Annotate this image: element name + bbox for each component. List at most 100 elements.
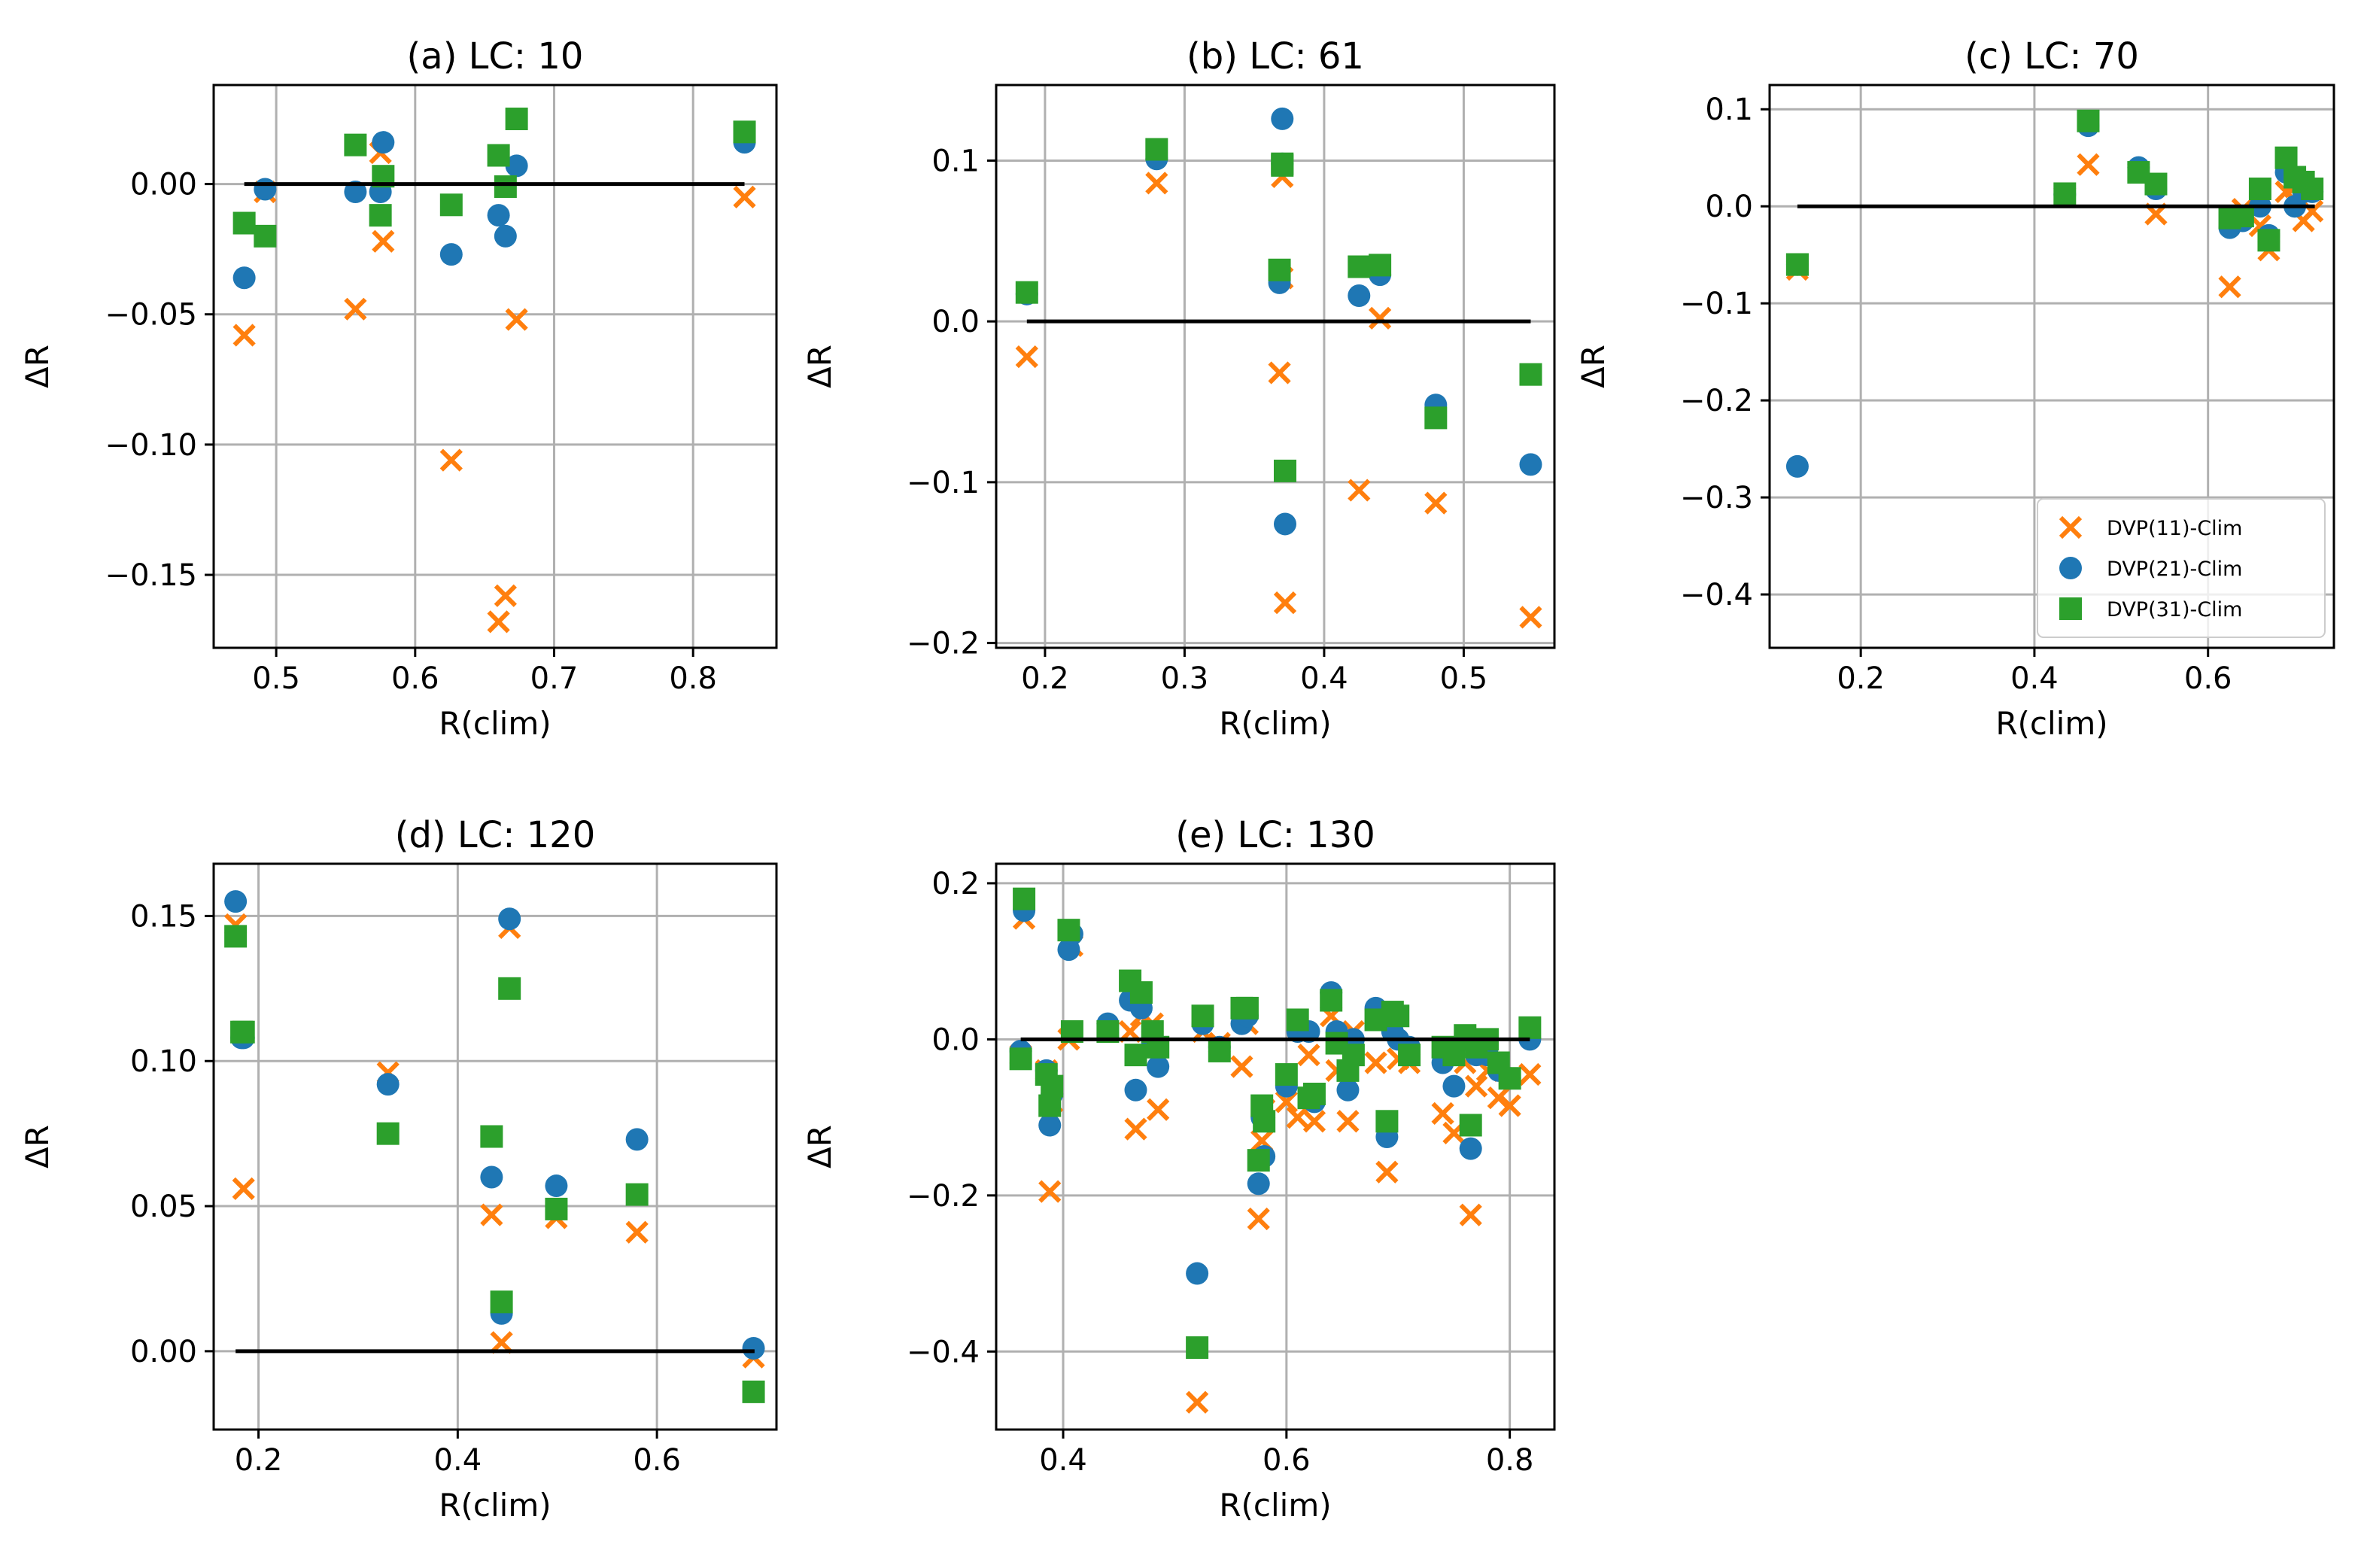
data-point-circle bbox=[1348, 284, 1371, 307]
y-axis-label: ΔR bbox=[801, 1125, 838, 1168]
data-point-x bbox=[1268, 361, 1291, 384]
x-tick-label: 0.3 bbox=[1161, 661, 1209, 696]
y-tick-label: 0.0 bbox=[931, 1023, 980, 1057]
x-tick-label: 0.6 bbox=[633, 1443, 681, 1478]
data-point-x bbox=[1247, 1207, 1270, 1231]
data-point-square bbox=[1208, 1039, 1231, 1062]
data-point-circle bbox=[224, 890, 248, 913]
data-point-square bbox=[232, 1020, 255, 1044]
data-point-circle bbox=[1785, 454, 1809, 478]
data-point-circle bbox=[1186, 1262, 1209, 1285]
x-tick-label: 0.4 bbox=[2010, 661, 2059, 696]
data-point-square bbox=[1348, 255, 1371, 278]
data-point-circle bbox=[1442, 1074, 1466, 1098]
data-point-x bbox=[625, 1220, 649, 1244]
subplot-title: (d) LC: 120 bbox=[395, 814, 595, 856]
data-point-square bbox=[1785, 253, 1809, 276]
y-tick-label: 0.0 bbox=[931, 305, 980, 339]
subplot-d: 0.2 0.4 0.6 0.00 0.05 0.10 0.15 (d) LC: 120 R(cl… bbox=[19, 814, 778, 1524]
y-tick-label: −0.4 bbox=[907, 1335, 980, 1369]
subplot-b: 0.2 0.3 0.4 0.5 −0.2 −0.1 0.0 0.1 (b) LC: 61 R(cl… bbox=[801, 35, 1556, 742]
data-point-square bbox=[1191, 1004, 1214, 1028]
x-tick-label: 0.4 bbox=[1039, 1443, 1087, 1478]
data-point-square bbox=[2231, 205, 2254, 228]
data-point-x bbox=[232, 324, 256, 347]
y-tick-label: −0.2 bbox=[907, 627, 980, 661]
legend-box bbox=[2037, 498, 2326, 638]
data-point-square bbox=[1498, 1067, 1521, 1090]
x-tick-label: 0.2 bbox=[235, 1443, 283, 1478]
data-point-square bbox=[1038, 1094, 1062, 1117]
subplot-title: (a) LC: 10 bbox=[407, 35, 584, 77]
data-point-circle bbox=[1147, 1055, 1170, 1078]
axes-frame bbox=[995, 862, 1556, 1431]
data-point-square bbox=[1273, 459, 1296, 482]
data-point-square bbox=[2274, 146, 2298, 169]
data-point-x bbox=[1487, 1086, 1510, 1110]
y-tick-label: 0.00 bbox=[130, 1335, 197, 1369]
x-axis-label: R(clim) bbox=[439, 1487, 551, 1524]
data-point-square bbox=[369, 204, 392, 227]
data-point-square bbox=[254, 224, 277, 248]
y-tick-label: −0.3 bbox=[1680, 481, 1753, 515]
data-point-x bbox=[1431, 1102, 1454, 1126]
data-point-square bbox=[1271, 153, 1294, 177]
y-tick-label: −0.1 bbox=[1680, 287, 1753, 321]
x-axis-label: R(clim) bbox=[1995, 705, 2107, 742]
x-tick-label: 0.6 bbox=[2184, 661, 2232, 696]
data-point-square bbox=[1375, 1110, 1399, 1133]
data-point-circle bbox=[1459, 1137, 1482, 1160]
data-point-x bbox=[494, 584, 517, 607]
data-point-x bbox=[1015, 345, 1038, 369]
data-point-x bbox=[490, 1331, 513, 1354]
data-point-square bbox=[1057, 919, 1080, 942]
data-point-circle bbox=[625, 1128, 649, 1151]
legend-marker-square bbox=[2059, 597, 2082, 620]
data-point-square bbox=[1124, 1044, 1147, 1067]
x-tick-label: 0.4 bbox=[1300, 661, 1348, 696]
data-point-square bbox=[232, 211, 256, 235]
data-point-circle bbox=[498, 907, 521, 931]
data-point-x bbox=[480, 1203, 503, 1226]
x-tick-label: 0.6 bbox=[391, 661, 439, 696]
data-point-x bbox=[1124, 1117, 1147, 1141]
data-point-square bbox=[1009, 1047, 1032, 1071]
axes-frame bbox=[212, 84, 778, 649]
y-tick-label: 0.1 bbox=[1705, 93, 1753, 127]
data-point-circle bbox=[232, 266, 256, 290]
data-point-x bbox=[1185, 1390, 1209, 1414]
data-point-square bbox=[1268, 258, 1291, 281]
data-point-x bbox=[1375, 1160, 1399, 1184]
data-point-x bbox=[1230, 1055, 1253, 1078]
data-point-circle bbox=[1271, 107, 1294, 130]
data-point-square bbox=[376, 1122, 400, 1145]
data-point-circle bbox=[487, 204, 510, 227]
data-point-square bbox=[1424, 406, 1448, 430]
data-point-square bbox=[1247, 1149, 1270, 1172]
data-point-x bbox=[344, 297, 367, 321]
y-tick-label: 0.10 bbox=[130, 1044, 197, 1079]
data-point-square bbox=[545, 1197, 568, 1220]
data-point-square bbox=[2301, 177, 2324, 200]
data-point-square bbox=[344, 133, 367, 156]
data-point-square bbox=[1518, 1016, 1542, 1039]
data-point-x bbox=[1038, 1180, 1062, 1203]
data-point-square bbox=[2257, 229, 2280, 252]
data-point-x bbox=[1302, 1110, 1326, 1133]
data-point-x bbox=[2077, 153, 2100, 176]
data-point-square bbox=[1253, 1110, 1276, 1133]
data-point-x bbox=[372, 229, 395, 253]
data-point-square bbox=[733, 120, 756, 144]
subplot-a: 0.5 0.6 0.7 0.8 −0.15 −0.10 −0.05 0.00 (a) LC: 1… bbox=[19, 35, 778, 742]
y-tick-label: −0.2 bbox=[1680, 384, 1753, 418]
y-tick-label: −0.1 bbox=[907, 466, 980, 500]
axes-frame bbox=[995, 84, 1556, 649]
data-point-square bbox=[742, 1380, 765, 1403]
x-tick-label: 0.8 bbox=[1486, 1443, 1534, 1478]
data-point-x bbox=[1348, 479, 1371, 502]
y-tick-label: −0.2 bbox=[907, 1179, 980, 1214]
data-point-circle bbox=[494, 224, 517, 248]
data-point-x bbox=[1518, 1062, 1542, 1086]
y-tick-label: −0.05 bbox=[105, 298, 197, 333]
